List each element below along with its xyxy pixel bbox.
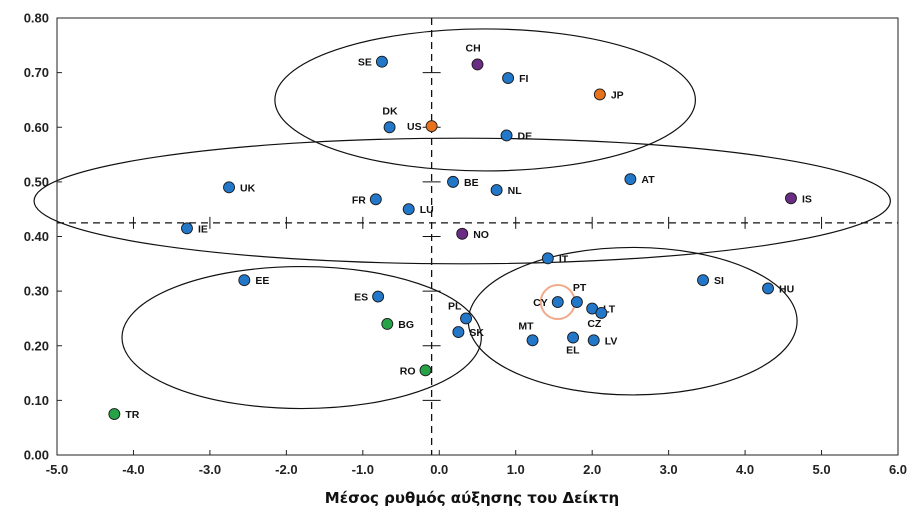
x-tick-label: 5.0 xyxy=(813,462,831,477)
point-label-at: AT xyxy=(641,174,655,186)
point-tr xyxy=(108,408,121,420)
point-uk xyxy=(223,181,235,194)
point-ee xyxy=(238,274,251,287)
x-axis-label: Μέσος ρυθμός αύξησης του Δείκτη xyxy=(325,489,619,507)
point-label-es: ES xyxy=(354,292,368,304)
point-mt xyxy=(526,334,539,347)
point-jp xyxy=(593,88,606,101)
x-tick-label: -2.0 xyxy=(275,462,297,477)
point-label-us: US xyxy=(407,121,422,133)
x-tick-label: 1.0 xyxy=(507,462,525,477)
x-tick-label: 4.0 xyxy=(736,462,754,477)
point-lv xyxy=(587,334,600,347)
point-label-mt: MT xyxy=(518,320,534,332)
point-dk xyxy=(383,121,396,134)
data-points: SE CH FI JP DK US DE UK BE NL AT FR LU IS IE NO IT EE SI HU… xyxy=(108,42,812,421)
point-label-cz: CZ xyxy=(587,318,602,330)
y-tick-label: 0.40 xyxy=(24,229,49,244)
point-label-cy: CY xyxy=(533,297,548,309)
point-nl xyxy=(490,184,503,197)
point-label-lu: LU xyxy=(420,204,434,216)
x-tick-label: 2.0 xyxy=(583,462,601,477)
point-ro xyxy=(419,364,432,377)
point-label-el: EL xyxy=(566,345,580,357)
point-label-si: SI xyxy=(714,275,724,287)
point-label-tr: TR xyxy=(125,409,139,421)
y-axis-ticks: 0.00 0.10 0.20 0.30 0.40 0.50 0.60 0.70 0.80 xyxy=(24,11,62,463)
y-tick-label: 0.30 xyxy=(24,284,49,299)
point-de xyxy=(500,129,513,142)
point-label-fi: FI xyxy=(519,73,528,85)
point-pl xyxy=(460,312,472,325)
point-label-no: NO xyxy=(473,229,489,241)
point-ch xyxy=(471,58,484,71)
point-label-se: SE xyxy=(358,57,372,69)
point-label-pl: PL xyxy=(448,300,462,312)
y-tick-label: 0.60 xyxy=(24,120,49,135)
x-tick-label: -3.0 xyxy=(199,462,221,477)
point-label-ie: IE xyxy=(198,223,208,235)
point-label-ee: EE xyxy=(255,275,269,287)
y-tick-label: 0.20 xyxy=(24,338,49,353)
point-label-hu: HU xyxy=(779,283,794,295)
point-label-is: IS xyxy=(802,193,812,205)
point-hu xyxy=(762,282,774,295)
cluster-ellipses xyxy=(33,28,891,410)
point-es xyxy=(372,290,385,303)
x-tick-label: 6.0 xyxy=(889,462,907,477)
x-tick-label: -5.0 xyxy=(46,462,68,477)
point-el xyxy=(567,331,580,344)
point-label-sk: SK xyxy=(469,327,484,339)
point-label-bg: BG xyxy=(398,319,414,331)
cluster-ellipse-top xyxy=(274,28,696,172)
point-label-jp: JP xyxy=(611,89,624,101)
cluster-ellipse-middle xyxy=(33,137,891,265)
point-se xyxy=(375,55,388,68)
point-label-be: BE xyxy=(464,177,479,189)
point-label-lv: LV xyxy=(605,335,618,347)
point-us xyxy=(425,120,438,133)
point-lu xyxy=(402,203,415,216)
point-label-pt: PT xyxy=(573,282,587,294)
y-tick-label: 0.10 xyxy=(24,393,49,408)
point-it xyxy=(541,252,554,265)
point-label-ro: RO xyxy=(400,365,416,377)
x-tick-label: 3.0 xyxy=(660,462,678,477)
point-label-it: IT xyxy=(559,253,569,265)
y-tick-label: 0.50 xyxy=(24,174,49,189)
point-no xyxy=(456,227,469,240)
x-tick-label: -4.0 xyxy=(122,462,144,477)
point-label-ch: CH xyxy=(466,42,481,54)
x-axis-ticks: -5.0 -4.0 -3.0 -2.0 -1.0 0.0 1.0 2.0 3.0 4.0 5.0 6.… xyxy=(46,450,907,477)
point-label-uk: UK xyxy=(240,182,256,194)
point-is xyxy=(785,192,797,205)
y-tick-label: 0.70 xyxy=(24,65,49,80)
point-label-de: DE xyxy=(518,130,533,142)
point-at xyxy=(624,173,637,186)
point-cz xyxy=(595,307,608,319)
point-label-fr: FR xyxy=(352,194,366,206)
x-tick-label: 0.0 xyxy=(430,462,448,477)
point-be xyxy=(447,175,459,188)
point-cy xyxy=(551,296,564,308)
point-ie xyxy=(181,222,193,235)
point-si xyxy=(697,274,709,287)
y-tick-label: 0.00 xyxy=(24,448,49,463)
point-sk xyxy=(452,326,465,339)
x-tick-label: -1.0 xyxy=(352,462,374,477)
point-bg xyxy=(381,317,394,330)
point-fi xyxy=(502,72,515,85)
reference-lines xyxy=(57,18,898,455)
point-label-dk: DK xyxy=(382,105,398,117)
point-pt xyxy=(570,296,583,308)
cluster-ellipse-bottom-left xyxy=(121,265,482,410)
point-fr xyxy=(369,193,382,206)
y-tick-label: 0.80 xyxy=(24,11,49,26)
point-label-nl: NL xyxy=(508,185,523,197)
